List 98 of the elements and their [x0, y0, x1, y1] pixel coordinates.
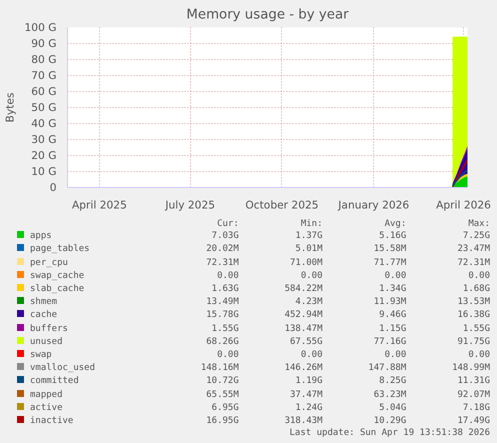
legend-label: per_cpu: [29, 256, 69, 270]
text: 146.26M: [284, 362, 322, 376]
text: 1.55G: [210, 322, 239, 336]
x-tick-label: April 2026: [436, 198, 492, 212]
text: 10.29G: [372, 415, 406, 428]
y-tick-label: 70 G: [31, 69, 57, 82]
text: 72.31M: [456, 256, 490, 270]
text: 5.16G: [378, 230, 406, 244]
text: 0.00: [216, 349, 239, 362]
text: 5.01M: [294, 243, 322, 256]
text: 13.49M: [205, 296, 239, 310]
text: 584.22M: [284, 283, 322, 296]
legend-label: active: [29, 402, 64, 415]
text: 6.95G: [210, 402, 239, 415]
text: 138.47M: [284, 322, 322, 336]
text: 147.88M: [367, 362, 406, 376]
text: 65.55M: [205, 388, 239, 402]
legend-label: apps: [29, 230, 53, 244]
chart-title: Memory usage - by year: [186, 8, 350, 22]
text: 318.43M: [284, 415, 322, 428]
text: 8.25G: [378, 375, 406, 388]
text: 37.47M: [288, 388, 322, 402]
text: 7.25G: [462, 230, 490, 244]
text: Min:: [300, 219, 322, 230]
text: 68.26G: [205, 336, 239, 349]
text: 1.19G: [294, 375, 322, 388]
legend-label: vmalloc_used: [29, 362, 96, 376]
text: 10.72G: [205, 375, 239, 388]
y-tick-label: 0: [50, 181, 57, 194]
x-tick-label: April 2025: [72, 198, 127, 212]
text: Last update: Sun Apr 19 13:51:38 2026: [288, 428, 490, 440]
legend-label: swap: [29, 349, 53, 362]
legend-label: cache: [29, 309, 58, 322]
text: 1.24G: [294, 402, 322, 415]
text: 72.31M: [205, 256, 239, 270]
y-tick-label: 20 G: [31, 149, 57, 162]
y-tick-label: 100 G: [24, 21, 56, 34]
y-tick-label: 90 G: [31, 37, 57, 50]
text: Avg:: [384, 219, 406, 230]
text: 16.38G: [456, 309, 490, 322]
text: 0.00: [384, 349, 406, 362]
text: 0.00: [300, 270, 322, 283]
text: 9.46G: [378, 309, 406, 322]
y-tick-label: 50 G: [31, 101, 57, 114]
legend-label: mapped: [29, 388, 64, 402]
text: 1.55G: [462, 322, 490, 336]
text: 13.53M: [456, 296, 490, 310]
text: 15.78G: [205, 309, 239, 322]
legend-label: swap_cache: [29, 270, 86, 283]
text: Max:: [467, 219, 490, 230]
y-tick-label: 40 G: [31, 117, 57, 130]
text: 1.15G: [378, 322, 406, 336]
text: 1.34G: [378, 283, 406, 296]
y-tick-label: 10 G: [31, 165, 57, 178]
text: 0.00: [384, 270, 406, 283]
legend-label: inactive: [29, 415, 74, 428]
text: 11.31G: [456, 375, 490, 388]
text: 0.00: [216, 270, 239, 283]
text: 0.00: [467, 349, 490, 362]
text: 20.02M: [205, 243, 239, 256]
text: 71.00M: [288, 256, 322, 270]
legend-label: slab_cache: [29, 283, 86, 296]
legend-label: shmem: [29, 296, 58, 310]
text: 5.04G: [378, 402, 406, 415]
legend-label: unused: [29, 336, 64, 349]
legend-label: page_tables: [29, 243, 91, 256]
text: 16.95G: [205, 415, 239, 428]
text: 23.47M: [456, 243, 490, 256]
legend-label: committed: [29, 375, 80, 388]
text: 148.16M: [200, 362, 239, 376]
text: 17.49G: [456, 415, 490, 428]
text: 1.68G: [462, 283, 490, 296]
text: 92.07M: [456, 388, 490, 402]
text: 148.99M: [451, 362, 490, 376]
legend-label: buffers: [29, 322, 69, 336]
text: 4.23M: [294, 296, 322, 310]
text: 0.00: [467, 270, 490, 283]
text: 7.18G: [462, 402, 490, 415]
text: 7.03G: [210, 230, 239, 244]
text: 91.75G: [456, 336, 490, 349]
text: 67.55G: [288, 336, 322, 349]
text: Cur:: [216, 219, 239, 230]
text: 1.37G: [294, 230, 322, 244]
x-tick-label: July 2025: [164, 198, 216, 212]
y-tick-label: 80 G: [31, 53, 57, 66]
text: 11.93M: [372, 296, 406, 310]
y-tick-label: 60 G: [31, 85, 57, 98]
text: 15.58M: [372, 243, 406, 256]
text: 0.00: [300, 349, 322, 362]
text: 71.77M: [372, 256, 406, 270]
x-tick-label: October 2025: [245, 198, 319, 212]
text: 63.23M: [372, 388, 406, 402]
text: 452.94M: [284, 309, 322, 322]
y-axis-title: Bytes: [4, 92, 17, 122]
text: 77.16G: [372, 336, 406, 349]
text: 1.63G: [210, 283, 239, 296]
x-tick-label: January 2026: [337, 198, 410, 212]
y-tick-label: 30 G: [31, 133, 57, 146]
